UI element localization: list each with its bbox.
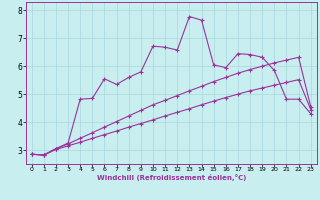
X-axis label: Windchill (Refroidissement éolien,°C): Windchill (Refroidissement éolien,°C) — [97, 174, 246, 181]
